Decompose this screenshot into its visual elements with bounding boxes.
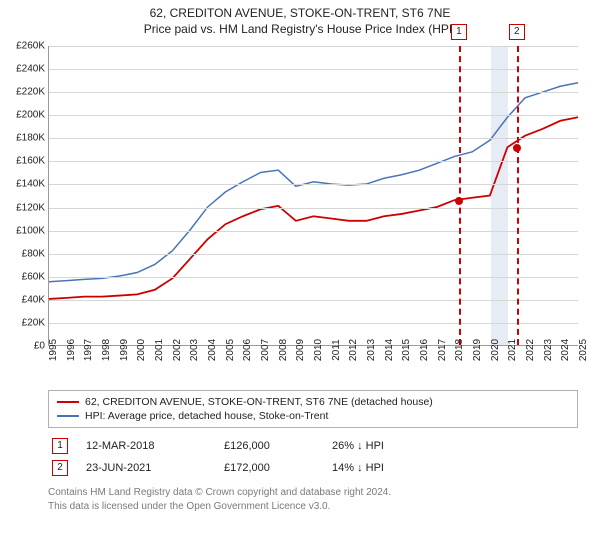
y-axis-label: £220K <box>5 87 45 98</box>
y-axis-label: £180K <box>5 133 45 144</box>
series-hpi <box>49 83 578 282</box>
x-axis-label: 2014 <box>384 339 395 361</box>
x-axis-label: 1999 <box>119 339 130 361</box>
x-axis-label: 2021 <box>507 339 518 361</box>
sale-date: 12-MAR-2018 <box>86 440 206 452</box>
y-axis-label: £80K <box>5 248 45 259</box>
x-axis-label: 2000 <box>136 339 147 361</box>
sale-delta: 26% ↓ HPI <box>332 440 442 452</box>
y-axis-label: £0 <box>5 341 45 352</box>
sale-date: 23-JUN-2021 <box>86 462 206 474</box>
y-axis-label: £160K <box>5 156 45 167</box>
y-axis-label: £140K <box>5 179 45 190</box>
x-axis-label: 2006 <box>242 339 253 361</box>
gridline <box>49 161 578 162</box>
legend: 62, CREDITON AVENUE, STOKE-ON-TRENT, ST6… <box>48 390 578 428</box>
x-axis-label: 2002 <box>172 339 183 361</box>
gridline <box>49 231 578 232</box>
legend-label: HPI: Average price, detached house, Stok… <box>85 410 328 422</box>
gridline <box>49 69 578 70</box>
y-axis-label: £240K <box>5 64 45 75</box>
bottom-panel: 62, CREDITON AVENUE, STOKE-ON-TRENT, ST6… <box>48 390 578 513</box>
sale-delta: 14% ↓ HPI <box>332 462 442 474</box>
x-axis-label: 2005 <box>225 339 236 361</box>
x-axis-label: 1998 <box>101 339 112 361</box>
legend-item-hpi: HPI: Average price, detached house, Stok… <box>57 409 569 423</box>
y-axis-label: £60K <box>5 271 45 282</box>
legend-item-price-paid: 62, CREDITON AVENUE, STOKE-ON-TRENT, ST6… <box>57 395 569 409</box>
x-axis-label: 2004 <box>207 339 218 361</box>
sale-row: 2 23-JUN-2021 £172,000 14% ↓ HPI <box>52 460 578 476</box>
plot-area: £0£20K£40K£60K£80K£100K£120K£140K£160K£1… <box>48 46 578 346</box>
y-axis-label: £260K <box>5 41 45 52</box>
x-axis-label: 1996 <box>66 339 77 361</box>
x-axis-label: 2023 <box>543 339 554 361</box>
y-axis-label: £120K <box>5 202 45 213</box>
gridline <box>49 277 578 278</box>
x-axis-label: 2007 <box>260 339 271 361</box>
sale-price: £126,000 <box>224 440 314 452</box>
x-axis-label: 2025 <box>578 339 589 361</box>
y-axis-label: £100K <box>5 225 45 236</box>
x-axis-label: 2018 <box>454 339 465 361</box>
sale-marker-icon: 1 <box>52 438 68 454</box>
footer-attribution: Contains HM Land Registry data © Crown c… <box>48 486 578 513</box>
marker-flag: 2 <box>509 24 525 40</box>
gridline <box>49 115 578 116</box>
sale-marker-icon: 2 <box>52 460 68 476</box>
x-axis-label: 1995 <box>48 339 59 361</box>
legend-label: 62, CREDITON AVENUE, STOKE-ON-TRENT, ST6… <box>85 396 433 408</box>
x-axis-label: 2009 <box>295 339 306 361</box>
x-axis-label: 2020 <box>490 339 501 361</box>
marker-dot <box>513 144 521 152</box>
x-axis-label: 2015 <box>401 339 412 361</box>
gridline <box>49 208 578 209</box>
x-axis-label: 2013 <box>366 339 377 361</box>
x-axis-label: 2019 <box>472 339 483 361</box>
x-axis-label: 2001 <box>154 339 165 361</box>
gridline <box>49 254 578 255</box>
x-axis-label: 2008 <box>278 339 289 361</box>
marker-line <box>517 46 519 345</box>
gridline <box>49 300 578 301</box>
sale-price: £172,000 <box>224 462 314 474</box>
gridline <box>49 184 578 185</box>
sale-row: 1 12-MAR-2018 £126,000 26% ↓ HPI <box>52 438 578 454</box>
chart-container: 62, CREDITON AVENUE, STOKE-ON-TRENT, ST6… <box>0 0 600 560</box>
x-axis-label: 1997 <box>83 339 94 361</box>
x-axis-label: 2016 <box>419 339 430 361</box>
legend-swatch-hpi <box>57 415 79 417</box>
x-axis-label: 2017 <box>437 339 448 361</box>
gridline <box>49 92 578 93</box>
legend-swatch-price-paid <box>57 401 79 403</box>
marker-dot <box>455 197 463 205</box>
x-axis-label: 2024 <box>560 339 571 361</box>
y-axis-label: £40K <box>5 294 45 305</box>
x-axis-label: 2022 <box>525 339 536 361</box>
footer-line: This data is licensed under the Open Gov… <box>48 500 578 514</box>
y-axis-label: £20K <box>5 317 45 328</box>
gridline <box>49 323 578 324</box>
x-axis-label: 2010 <box>313 339 324 361</box>
footer-line: Contains HM Land Registry data © Crown c… <box>48 486 578 500</box>
x-axis-label: 2003 <box>189 339 200 361</box>
x-axis-label: 2012 <box>348 339 359 361</box>
gridline <box>49 46 578 47</box>
x-axis-label: 2011 <box>331 339 342 361</box>
y-axis-label: £200K <box>5 110 45 121</box>
marker-flag: 1 <box>451 24 467 40</box>
gridline <box>49 138 578 139</box>
x-axis-labels: 1995199619971998199920002001200220032004… <box>48 346 578 386</box>
chart-title: 62, CREDITON AVENUE, STOKE-ON-TRENT, ST6… <box>0 0 600 20</box>
marker-line <box>459 46 461 345</box>
